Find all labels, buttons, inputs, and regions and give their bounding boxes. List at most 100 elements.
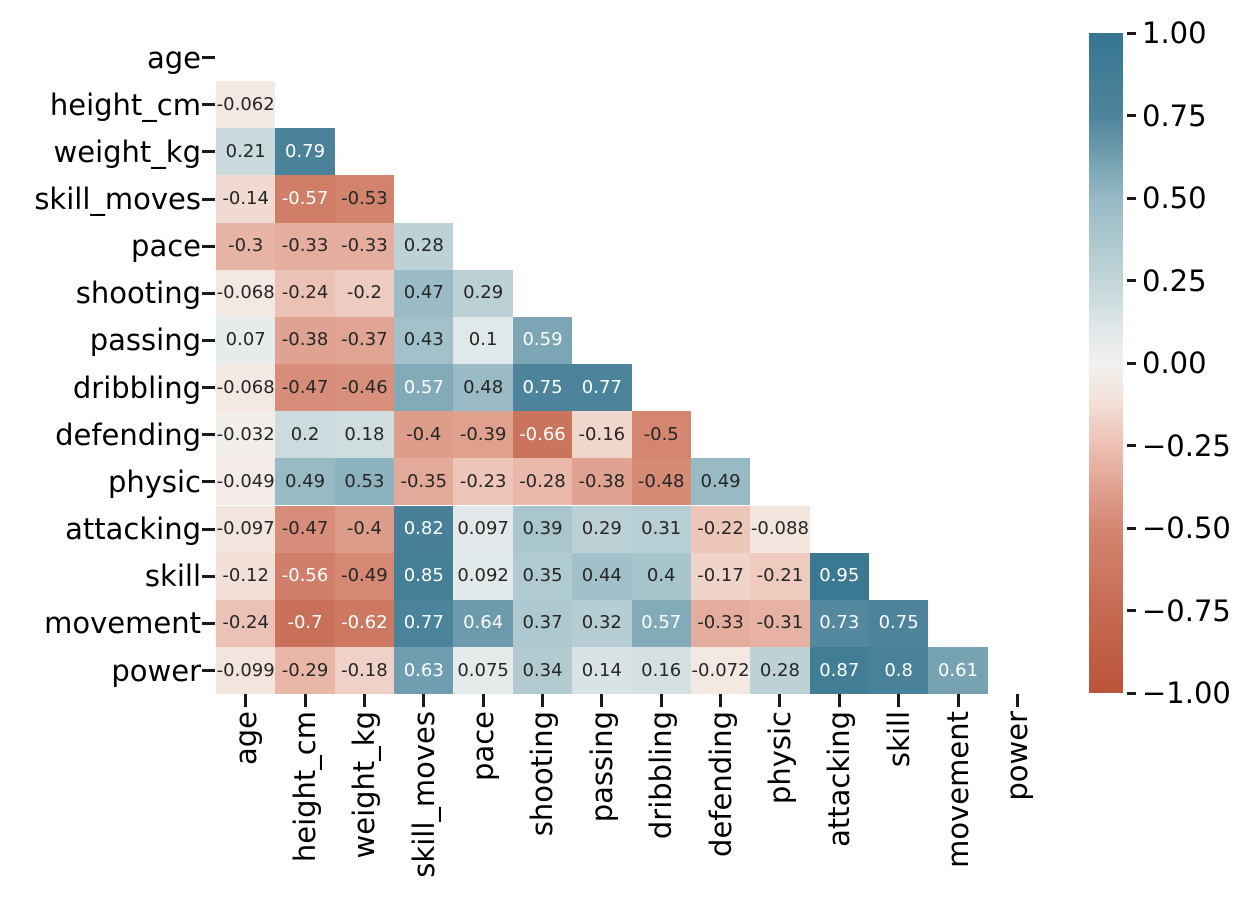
cell-value: 0.8 <box>884 659 913 681</box>
x-tick-mark <box>600 694 604 708</box>
cell-value: -0.088 <box>750 518 809 540</box>
colorbar-tick-label: 0.25 <box>1142 263 1207 298</box>
heatmap-cell: -0.38 <box>572 458 632 506</box>
row-label: skill_moves <box>34 182 201 217</box>
colorbar-tick-label: −0.75 <box>1142 593 1231 628</box>
cell-value: 0.2 <box>290 423 320 445</box>
heatmap-cell: -0.53 <box>334 175 395 223</box>
cell-value: -0.049 <box>216 470 275 492</box>
y-tick-mark <box>202 338 215 342</box>
heatmap-cell: 0.53 <box>334 458 395 506</box>
heatmap-cell: 0.82 <box>394 505 454 553</box>
colorbar-tick-mark <box>1127 526 1136 530</box>
cell-value: -0.66 <box>519 423 566 445</box>
heatmap-cell: 0.64 <box>453 599 513 647</box>
cell-value: -0.47 <box>281 518 329 540</box>
cell-value: -0.22 <box>697 518 744 540</box>
cell-value: -0.29 <box>281 659 329 681</box>
heatmap-cell: -0.4 <box>394 411 454 459</box>
cell-value: 0.63 <box>403 659 444 681</box>
heatmap-cell: 0.63 <box>394 646 454 695</box>
row-label: physic <box>107 464 201 499</box>
x-tick-mark <box>540 694 544 708</box>
cell-value: -0.37 <box>341 329 388 351</box>
cell-value: 0.097 <box>457 518 509 540</box>
heatmap-cell: 0.87 <box>809 646 869 695</box>
cell-value: 0.77 <box>581 376 622 398</box>
heatmap-cell: 0.35 <box>512 552 573 600</box>
cell-value: -0.099 <box>216 659 275 681</box>
cell-value: 0.075 <box>457 659 509 681</box>
row-label: shooting <box>75 276 201 311</box>
colorbar-tick-mark <box>1127 31 1136 35</box>
heatmap-cell: -0.46 <box>334 364 395 412</box>
cell-value: -0.49 <box>341 565 388 587</box>
x-tick-mark <box>719 694 723 708</box>
cell-value: 0.18 <box>344 423 385 445</box>
heatmap-cell: 0.79 <box>275 128 335 176</box>
heatmap-cell: 0.49 <box>275 458 335 506</box>
heatmap-cell: -0.49 <box>334 552 395 600</box>
x-tick-mark <box>659 694 663 708</box>
heatmap-cell: -0.099 <box>216 646 276 695</box>
cell-value: -0.4 <box>346 518 382 540</box>
heatmap-cell: 0.95 <box>809 552 869 600</box>
x-tick-mark <box>778 694 782 708</box>
heatmap-cell: 0.2 <box>275 411 335 459</box>
cell-value: 0.75 <box>878 612 919 634</box>
heatmap-cell: -0.2 <box>334 269 395 317</box>
heatmap-cell: -0.37 <box>334 316 395 365</box>
heatmap-cell: 0.77 <box>394 599 454 647</box>
cell-value: -0.39 <box>459 423 507 445</box>
cell-value: -0.21 <box>756 565 804 587</box>
cell-value: -0.48 <box>637 470 685 492</box>
cell-value: -0.17 <box>697 565 744 587</box>
heatmap-cell: -0.47 <box>275 364 335 412</box>
y-tick-mark <box>202 244 215 248</box>
cell-value: 0.28 <box>403 235 444 257</box>
heatmap-cell: 0.21 <box>216 128 276 176</box>
heatmap-cell: 0.85 <box>394 552 454 600</box>
cell-value: 0.82 <box>403 518 444 540</box>
cell-value: -0.032 <box>216 423 275 445</box>
cell-value: -0.62 <box>341 612 388 634</box>
heatmap-cell: -0.049 <box>216 458 276 506</box>
heatmap-cell: 0.49 <box>690 458 751 506</box>
cell-value: -0.47 <box>281 376 329 398</box>
cell-value: 0.28 <box>759 659 800 681</box>
colorbar-tick-mark <box>1127 691 1136 695</box>
y-tick-mark <box>202 621 215 625</box>
heatmap-cell: 0.61 <box>928 646 988 695</box>
heatmap-cell: 0.075 <box>453 646 513 695</box>
heatmap-cell: 0.34 <box>512 646 573 695</box>
y-tick-mark <box>202 150 215 154</box>
cell-value: -0.16 <box>578 423 626 445</box>
cell-value: 0.43 <box>403 329 444 351</box>
cell-value: 0.07 <box>225 329 266 351</box>
cell-value: -0.38 <box>281 329 329 351</box>
heatmap-cell: -0.56 <box>275 552 335 600</box>
cell-value: -0.24 <box>222 612 269 634</box>
y-tick-mark <box>202 480 215 484</box>
heatmap-cell: -0.14 <box>216 175 276 223</box>
heatmap-cell: -0.47 <box>275 505 335 553</box>
cell-value: 0.34 <box>522 659 563 681</box>
x-tick-mark <box>956 694 960 708</box>
colorbar-tick-mark <box>1127 196 1136 200</box>
row-label: age <box>146 40 201 75</box>
heatmap-cell: -0.39 <box>453 411 513 459</box>
row-label: dribbling <box>72 370 201 405</box>
x-tick-mark <box>422 694 426 708</box>
y-tick-mark <box>202 56 215 60</box>
cell-value: 0.57 <box>641 612 682 634</box>
cell-value: 0.77 <box>403 612 444 634</box>
heatmap-cell: -0.062 <box>216 81 276 129</box>
heatmap-cell: 0.16 <box>631 646 691 695</box>
heatmap-cell: -0.072 <box>690 646 751 695</box>
cell-value: -0.18 <box>341 659 388 681</box>
cell-value: 0.37 <box>522 612 563 634</box>
heatmap-cell: -0.4 <box>334 505 395 553</box>
cell-value: -0.3 <box>228 235 264 257</box>
